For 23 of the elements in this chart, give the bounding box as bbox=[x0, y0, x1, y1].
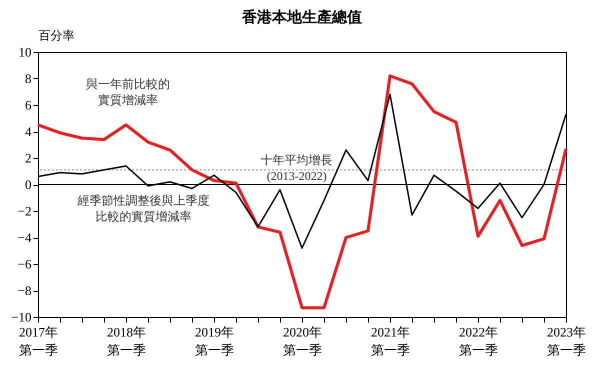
x-tick-label: 2023年第一季 bbox=[547, 324, 586, 358]
ref-line-label: 十年平均增長 (2013-2022) bbox=[260, 152, 333, 183]
x-tick-label: 2021年第一季 bbox=[371, 324, 410, 358]
y-tick-label: 6 bbox=[25, 98, 32, 112]
x-tick-label: 2022年第一季 bbox=[459, 324, 498, 358]
y-tick-label: 0 bbox=[25, 177, 32, 192]
y-tick-label: −2 bbox=[18, 204, 32, 218]
text: 與一年前比較的實質增減率 bbox=[86, 76, 170, 107]
y-tick-label: −8 bbox=[18, 283, 32, 298]
y-tick-label: 4 bbox=[25, 124, 32, 139]
x-tick-label: 2019年第一季 bbox=[195, 324, 234, 358]
series-label: 經季節性調整後與上季度比較的實質增減率 bbox=[76, 193, 210, 224]
y-tick-label: 8 bbox=[25, 71, 32, 86]
y-tick-label: −10 bbox=[11, 310, 32, 324]
chart-title: 香港本地生產總值 bbox=[241, 9, 362, 26]
y-tick-label: −4 bbox=[18, 230, 32, 245]
y-tick-label: 10 bbox=[18, 44, 32, 60]
y-tick-label: −6 bbox=[18, 256, 32, 272]
x-tick-label: 2017年第一季 bbox=[19, 324, 58, 358]
x-tick-label: 2020年第一季 bbox=[283, 324, 322, 358]
x-tick-label: 2018年第一季 bbox=[107, 324, 146, 358]
y-axis-title: 百分率 bbox=[38, 28, 74, 42]
y-tick-label: 2 bbox=[25, 150, 32, 166]
